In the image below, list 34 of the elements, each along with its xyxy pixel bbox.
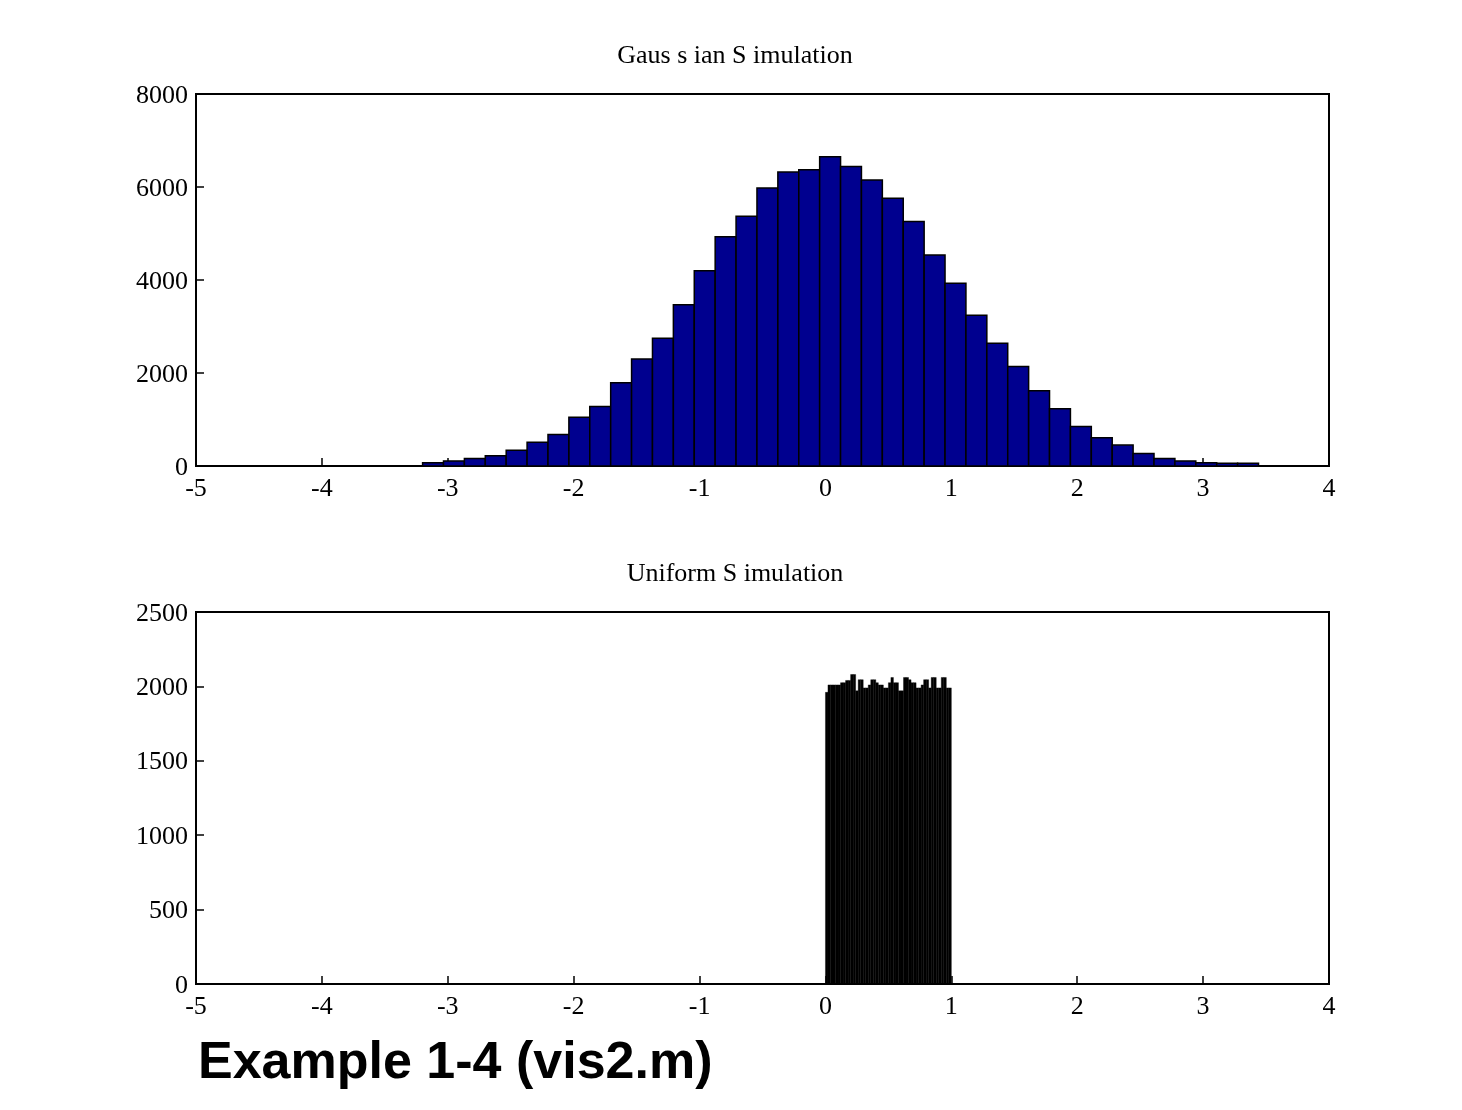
x-tick-label: -1 <box>688 990 711 1020</box>
x-tick-label: -2 <box>562 990 585 1020</box>
y-tick-label: 4000 <box>136 265 188 295</box>
x-tick-label: -3 <box>436 472 459 502</box>
y-tick-label: 500 <box>149 895 188 925</box>
y-tick-label: 1500 <box>136 746 188 776</box>
y-tick-label: 1000 <box>136 820 188 850</box>
x-tick-label: -5 <box>185 472 207 502</box>
x-tick-label: -5 <box>185 990 207 1020</box>
y-tick-label: 0 <box>175 969 188 999</box>
x-tick-label: -4 <box>311 472 333 502</box>
chart-title: Uniform S imulation <box>626 557 844 587</box>
text: Example 1-4 (vis2.m) <box>198 1031 713 1089</box>
x-tick-label: 0 <box>818 990 832 1020</box>
x-tick-label: 2 <box>1070 472 1084 502</box>
y-tick-label: 2500 <box>136 597 188 627</box>
x-tick-label: 1 <box>944 472 958 502</box>
x-tick-label: 1 <box>944 990 958 1020</box>
x-tick-label: -1 <box>688 472 711 502</box>
x-tick-label: -2 <box>562 472 585 502</box>
x-tick-label: 4 <box>1322 990 1336 1020</box>
x-tick-label: -3 <box>436 990 459 1020</box>
y-tick-label: 0 <box>175 451 188 481</box>
x-tick-label: 3 <box>1196 472 1210 502</box>
x-tick-label: -4 <box>311 990 333 1020</box>
y-tick-label: 2000 <box>136 358 188 388</box>
x-tick-label: 4 <box>1322 472 1336 502</box>
chart-title: Gaus s ian S imulation <box>617 39 853 69</box>
y-tick-label: 6000 <box>136 172 188 202</box>
x-tick-label: 2 <box>1070 990 1084 1020</box>
x-tick-label: 0 <box>818 472 832 502</box>
y-tick-label: 2000 <box>136 671 188 701</box>
y-tick-label: 8000 <box>136 79 188 109</box>
x-tick-label: 3 <box>1196 990 1210 1020</box>
